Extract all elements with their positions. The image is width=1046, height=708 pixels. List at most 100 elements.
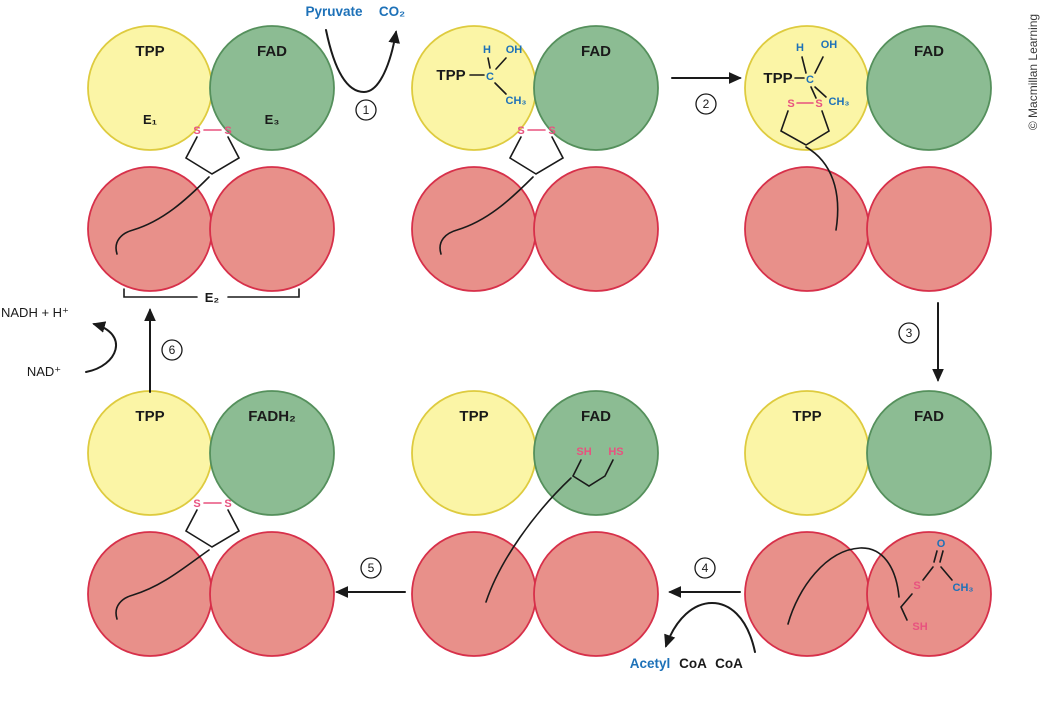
e2-circle-left bbox=[411, 531, 537, 657]
fad-label: FAD bbox=[914, 408, 944, 425]
tpp-label: TPP bbox=[135, 408, 164, 425]
e1-label: E₁ bbox=[143, 112, 157, 127]
panel-3: H OH TPP C CH₃ S S FAD bbox=[744, 25, 992, 292]
methyl-label: CH₃ bbox=[506, 95, 527, 107]
e2-circle-right bbox=[209, 166, 335, 292]
hydrogen-label: H bbox=[483, 44, 491, 56]
step-1-arrow bbox=[325, 29, 400, 94]
tpp-label: TPP bbox=[436, 67, 465, 84]
e3-fadh2-circle bbox=[209, 390, 335, 516]
sulfur-label: S bbox=[517, 125, 524, 137]
e2-circle-left bbox=[411, 166, 537, 292]
thiol-label: SH bbox=[912, 621, 927, 633]
e2-circle-right bbox=[533, 166, 659, 292]
tpp-label: TPP bbox=[763, 70, 792, 87]
tpp-label: TPP bbox=[792, 408, 821, 425]
thiol-label: SH bbox=[576, 446, 591, 458]
hydroxyl-label: OH bbox=[821, 39, 838, 51]
lipoyl-arm bbox=[787, 547, 900, 625]
step-5-badge bbox=[360, 557, 382, 579]
e2-bracket: E₂ bbox=[123, 288, 300, 305]
acetyl-dihydrolipoamide-structure: O S CH₃ SH bbox=[900, 538, 974, 633]
e1-tpp-circle bbox=[744, 25, 870, 151]
lipoyl-arm bbox=[805, 146, 839, 231]
sulfur-label: S bbox=[548, 125, 555, 137]
sulfur-label: S bbox=[913, 580, 920, 592]
e2-circle-right bbox=[209, 531, 335, 657]
carbon-label: C bbox=[486, 71, 494, 83]
hydroxyl-label: OH bbox=[506, 44, 523, 56]
e2-circle-right bbox=[866, 531, 992, 657]
coa-label: CoA bbox=[715, 656, 743, 671]
lipoamide-ring: S S bbox=[508, 125, 565, 175]
panel-2: TPP C H OH CH₃ S S FAD bbox=[411, 25, 659, 292]
e3-fad-circle bbox=[209, 25, 335, 151]
coa-exchange-arrow bbox=[664, 601, 756, 653]
step-4: 4 Acetyl CoA CoA bbox=[630, 557, 756, 671]
step-2-number: 2 bbox=[703, 97, 710, 111]
panel-6: TPP FADH₂ S S bbox=[87, 390, 335, 657]
lipoyl-arm bbox=[115, 549, 210, 620]
fad-label: FAD bbox=[914, 43, 944, 60]
step-3: 3 bbox=[898, 302, 944, 382]
lipoyl-arm bbox=[115, 176, 210, 255]
sulfur-label: S bbox=[815, 98, 822, 110]
tpp-label: TPP bbox=[459, 408, 488, 425]
fad-label: FAD bbox=[257, 43, 287, 60]
step-6-number: 6 bbox=[169, 343, 176, 357]
step-3-number: 3 bbox=[906, 326, 913, 340]
panel-5: TPP FAD SH HS bbox=[411, 390, 659, 657]
hydrogen-label: H bbox=[796, 42, 804, 54]
panel-4: TPP FAD O S CH₃ SH bbox=[744, 390, 992, 657]
methyl-label: CH₃ bbox=[953, 582, 974, 594]
dihydrolipoamide-structure: SH HS bbox=[571, 446, 624, 487]
step-1-badge bbox=[355, 99, 377, 121]
sulfur-label: S bbox=[787, 98, 794, 110]
step-4-badge bbox=[694, 557, 716, 579]
sulfur-label: S bbox=[193, 498, 200, 510]
hydroxyethyl-tpp-structure: TPP C H OH CH₃ bbox=[436, 44, 526, 107]
step-3-badge bbox=[898, 322, 920, 344]
lipoamide-ring: S S bbox=[184, 125, 241, 175]
step-2: 2 bbox=[671, 72, 742, 115]
e3-label: E₃ bbox=[265, 112, 280, 127]
lipoyl-arm bbox=[485, 477, 572, 603]
credit-text: © Macmillan Learning bbox=[1026, 14, 1040, 130]
e2-circle-left bbox=[744, 531, 870, 657]
step-6: 6 NADH + H⁺ NAD⁺ bbox=[1, 305, 183, 393]
e3-fad-circle bbox=[866, 25, 992, 151]
e2-circle-left bbox=[87, 166, 213, 292]
e2-label: E₂ bbox=[205, 290, 220, 305]
tpp-lipoamide-adduct-structure: H OH TPP C CH₃ S S bbox=[763, 39, 850, 146]
step-1: Pyruvate CO₂ 1 bbox=[305, 4, 405, 121]
e2-circle-left bbox=[87, 531, 213, 657]
nad-label: NAD⁺ bbox=[27, 364, 61, 379]
fad-label: FAD bbox=[581, 43, 611, 60]
sulfur-label: S bbox=[224, 125, 231, 137]
lipoamide-ring: S S bbox=[184, 498, 241, 548]
co2-label: CO₂ bbox=[379, 4, 405, 19]
e3-fad-circle bbox=[866, 390, 992, 516]
step-5-number: 5 bbox=[368, 561, 375, 575]
e2-circle-right bbox=[533, 531, 659, 657]
e2-circle-right bbox=[866, 166, 992, 292]
lipoyl-arm bbox=[439, 176, 534, 255]
e2-circle-left bbox=[744, 166, 870, 292]
nadh-label: NADH + H⁺ bbox=[1, 305, 69, 320]
fadh2-label: FADH₂ bbox=[248, 408, 296, 425]
e3-fad-circle bbox=[533, 25, 659, 151]
fad-label: FAD bbox=[581, 408, 611, 425]
acetyl-coa-label: CoA bbox=[679, 656, 707, 671]
tpp-label: TPP bbox=[135, 43, 164, 60]
methyl-label: CH₃ bbox=[829, 96, 850, 108]
step-6-badge bbox=[161, 339, 183, 361]
thiol-label: HS bbox=[608, 446, 623, 458]
nad-exchange-arrow bbox=[85, 321, 117, 373]
sulfur-label: S bbox=[224, 498, 231, 510]
acetyl-label: Acetyl bbox=[630, 656, 671, 671]
panel-1: S S TPP E₁ FAD E₃ E₂ bbox=[87, 25, 335, 305]
carbon-label: C bbox=[806, 74, 814, 86]
step-4-number: 4 bbox=[702, 561, 709, 575]
